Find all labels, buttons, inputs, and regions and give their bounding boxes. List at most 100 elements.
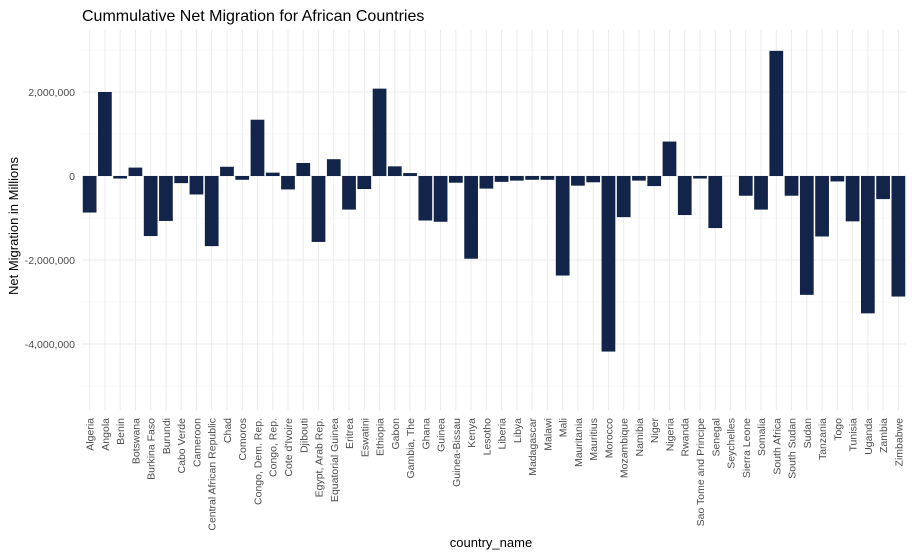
bar (586, 176, 601, 183)
bar (708, 176, 723, 229)
bar (464, 176, 478, 259)
x-tick-label: Botswana (130, 418, 142, 464)
x-tick-label: Somalia (756, 418, 768, 456)
bar (159, 176, 173, 221)
bar (571, 176, 585, 186)
bar (876, 176, 890, 200)
x-tick-label: Benin (115, 418, 127, 445)
x-tick-label: Cabo Verde (176, 418, 188, 474)
x-tick-label: Eswatini (359, 418, 371, 457)
x-tick-label: Eritrea (344, 418, 356, 449)
bars (82, 50, 906, 352)
x-tick-label: Congo, Dem. Rep. (252, 418, 264, 505)
x-tick-label: Egypt, Arab Rep. (314, 418, 326, 497)
x-tick-label: Gabon (390, 418, 402, 450)
bar (601, 176, 616, 352)
x-tick-label: Zimbabwe (893, 418, 905, 467)
x-tick-label: Uganda (863, 418, 875, 455)
bar (250, 119, 265, 176)
chart-title: Cummulative Net Migration for African Co… (82, 8, 424, 25)
x-tick-label: Ghana (420, 418, 432, 450)
bar (815, 176, 829, 237)
x-tick-label: Djibouti (298, 418, 310, 453)
bar (540, 176, 555, 180)
x-tick-label: Nigeria (664, 418, 676, 451)
x-tick-label: Zambia (878, 418, 890, 453)
x-tick-label: Libya (512, 418, 524, 443)
x-tick-label: Rwanda (680, 418, 692, 457)
bar (357, 176, 372, 190)
x-tick-label: Algeria (85, 418, 97, 451)
x-tick-label: Congo, Rep. (268, 418, 280, 477)
x-tick-label: Mozambique (619, 418, 631, 478)
bar (555, 176, 570, 276)
x-tick-label: South Sudan (787, 418, 799, 479)
bar (387, 166, 402, 176)
x-tick-label: Mali (558, 418, 570, 437)
y-tick-label: 2,000,000 (28, 87, 75, 99)
y-tick-label: 0 (69, 171, 75, 183)
bar (738, 176, 753, 196)
bar (311, 176, 326, 242)
x-tick-label: Guinea (436, 418, 448, 452)
x-tick-label: Mauritania (573, 418, 585, 467)
bar (616, 176, 631, 218)
bar (403, 173, 417, 176)
bar (296, 162, 311, 176)
y-tick-label: -2,000,000 (25, 255, 75, 267)
bar (113, 176, 128, 179)
x-tick-label: Burundi (161, 418, 173, 454)
y-tick-label: -4,000,000 (25, 339, 75, 351)
x-tick-label: Cote d'Ivoire (283, 418, 295, 477)
x-tick-label: Liberia (497, 418, 509, 450)
bar (448, 176, 463, 183)
bar (845, 176, 860, 222)
x-tick-label: Tanzania (817, 418, 829, 460)
x-tick-label: Kenya (466, 418, 478, 448)
bar (891, 176, 906, 297)
bar (510, 176, 524, 181)
x-tick-label: Lesotho (481, 418, 493, 456)
x-tick-label: Malawi (542, 418, 554, 451)
bar (693, 176, 707, 179)
x-tick-label: Mauritius (588, 418, 600, 461)
x-tick-label: Tunisia (848, 418, 860, 452)
bar (204, 176, 219, 247)
x-tick-label: Namibia (634, 418, 646, 457)
x-tick-label: Seychelles (726, 418, 738, 469)
bar (494, 176, 509, 182)
x-tick-label: Sao Tome and Principe (695, 418, 707, 527)
x-tick-label: Cameroon (191, 418, 203, 467)
bar (479, 176, 494, 189)
bar (265, 172, 280, 176)
x-tick-label: Comoros (237, 418, 249, 461)
x-tick-label: Sudan (802, 418, 814, 449)
bar (189, 176, 204, 195)
bar (174, 176, 189, 184)
bar (82, 176, 97, 213)
y-axis-ticks: -4,000,000 -2,000,000 0 2,000,000 (25, 87, 75, 351)
bar (677, 176, 692, 216)
bar (632, 176, 646, 181)
bar (784, 176, 799, 196)
bar (342, 176, 356, 210)
bar (220, 166, 234, 176)
bar (143, 176, 158, 237)
y-axis-title: Net Migration in Millions (6, 157, 21, 295)
x-axis-title: country_name (450, 535, 532, 550)
x-tick-label: Angola (100, 418, 112, 451)
x-tick-label: Morocco (603, 418, 615, 458)
x-tick-label: Equatorial Guinea (329, 418, 341, 502)
x-tick-label: Gambia, The (405, 418, 417, 479)
bar (281, 176, 295, 190)
bar (433, 176, 448, 222)
bar (860, 176, 875, 314)
x-tick-label: Ethiopia (375, 418, 387, 456)
x-tick-label: Chad (222, 418, 234, 443)
bar (662, 141, 677, 176)
x-tick-label: Burkina Faso (146, 418, 158, 480)
bar (98, 92, 112, 176)
bar (372, 88, 387, 176)
x-tick-label: South Africa (771, 418, 783, 475)
